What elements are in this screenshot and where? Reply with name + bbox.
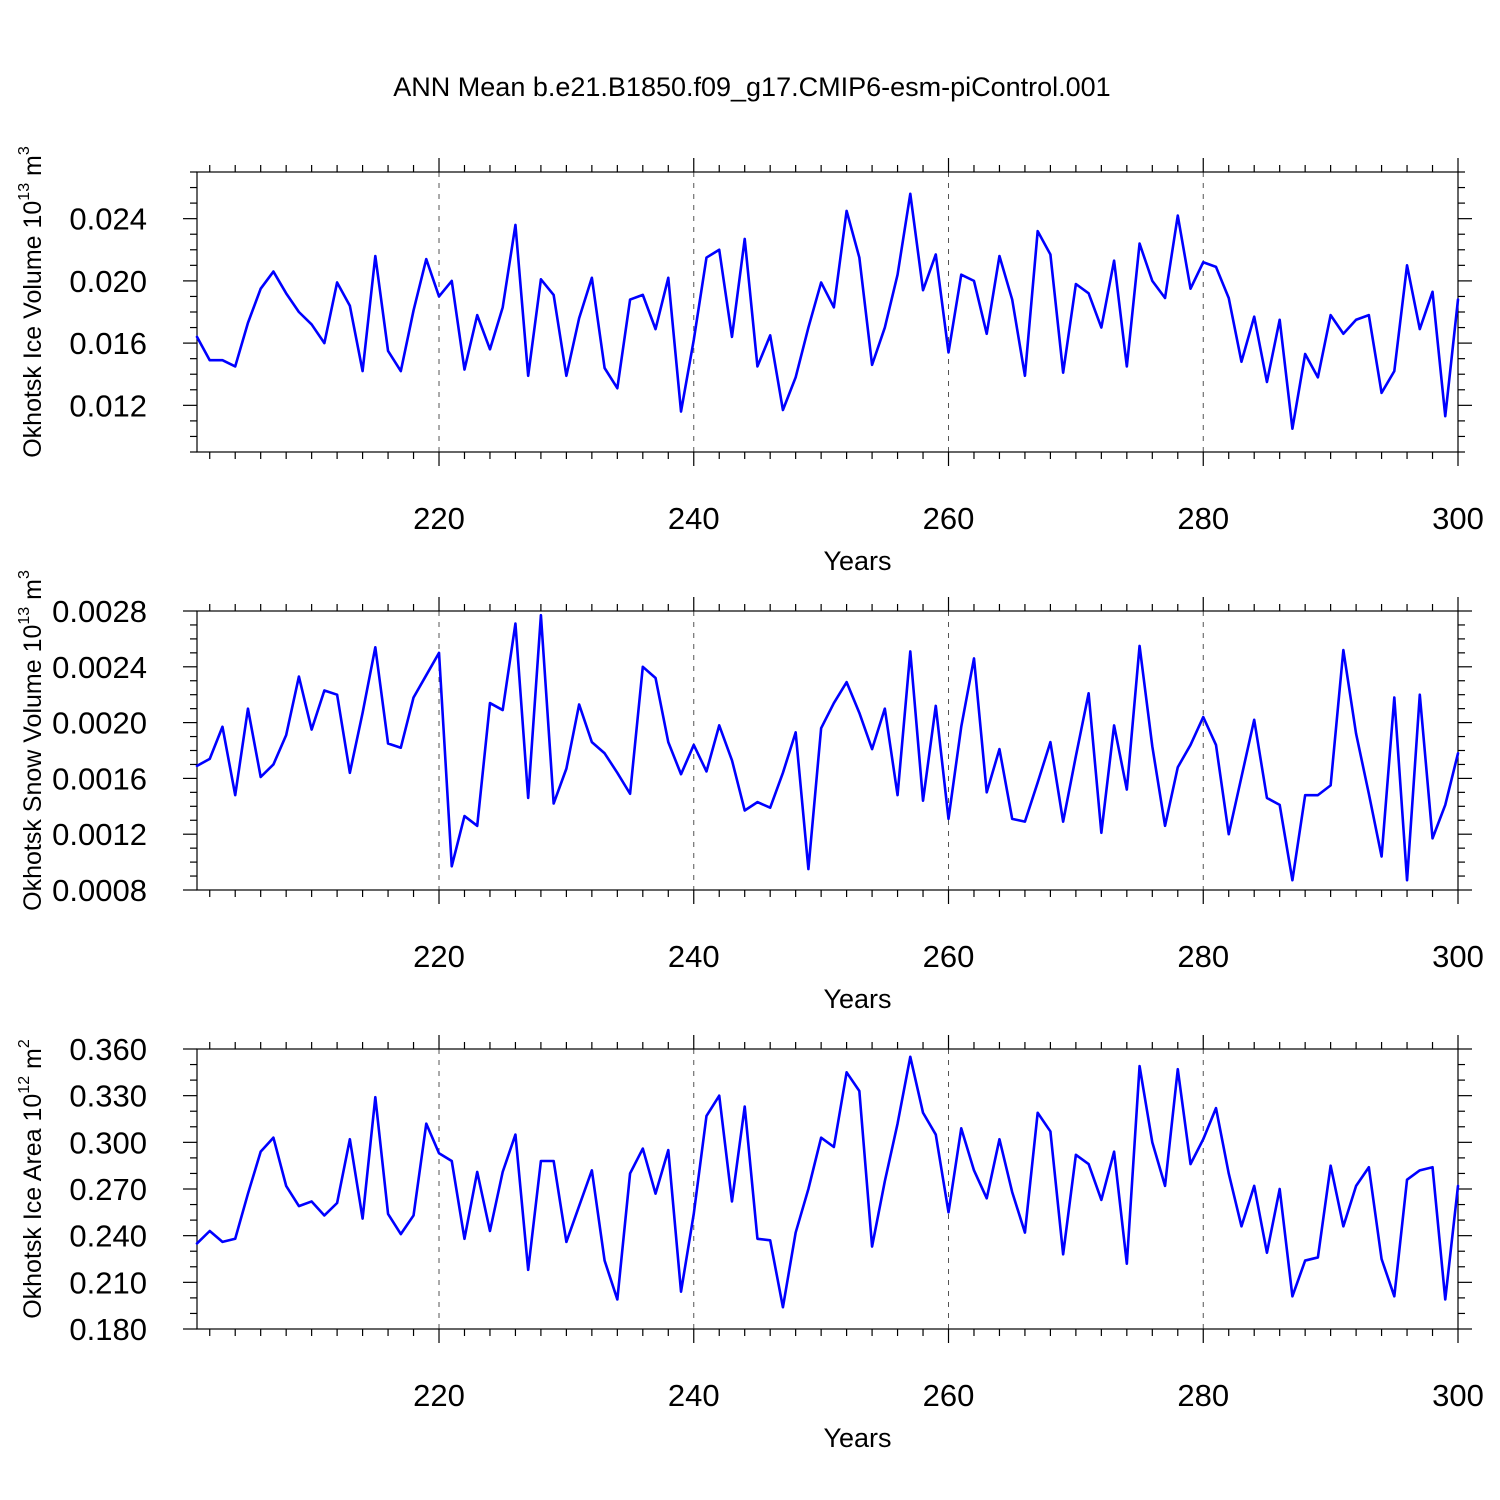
panel-okhotsk-snow-volume: 220 240 260 280 300 0.0008 0.0012 0.0016 0.0020 0… (16, 570, 1484, 1014)
y-axis-label-text: Okhotsk Ice Area 10 (19, 1094, 47, 1319)
y-tick-label: 0.0016 (52, 761, 147, 796)
x-tick-label: 280 (1177, 1378, 1229, 1413)
y-tick-label: 0.020 (69, 264, 147, 299)
plot-frame (196, 171, 1459, 453)
figure-title: ANN Mean b.e21.B1850.f09_g17.CMIP6-esm-p… (393, 72, 1110, 102)
x-tick-label: 300 (1432, 939, 1484, 974)
y-tick-label: 0.0012 (52, 817, 147, 852)
y-tick-label: 0.0008 (52, 873, 147, 908)
y-axis-label-unit: m (19, 579, 47, 607)
y-axis-label-unit-exponent: 3 (16, 570, 33, 579)
x-tick-label: 260 (923, 939, 975, 974)
y-tick-label: 0.0028 (52, 594, 147, 629)
y-tick-label: 0.0024 (52, 650, 147, 685)
y-axis-label-unit-exponent: 3 (16, 146, 33, 155)
panel-okhotsk-ice-area: 220 240 260 280 300 0.180 0.210 0.240 0.270 0.300… (16, 1032, 1484, 1453)
x-tick-label: 260 (923, 1378, 975, 1413)
x-tick-label: 240 (668, 939, 720, 974)
y-axis-label-text: Okhotsk Snow Volume 10 (19, 625, 47, 911)
panel-okhotsk-ice-volume: 220 240 260 280 300 0.012 0.016 0.020 0.024 Years… (16, 146, 1484, 576)
y-axis-label: Okhotsk Ice Area 1012 m2 (16, 1039, 47, 1319)
series-line (195, 192, 1460, 430)
y-axis-label-exponent: 12 (16, 1076, 33, 1094)
y-axis-label: Okhotsk Snow Volume 1013 m3 (16, 570, 47, 911)
y-axis-label: Okhotsk Ice Volume 1013 m3 (16, 146, 47, 458)
series-line (195, 1055, 1460, 1309)
y-tick-label: 0.180 (69, 1312, 147, 1347)
x-tick-label: 260 (923, 501, 975, 536)
x-tick-label: 300 (1432, 501, 1484, 536)
y-tick-label: 0.240 (69, 1219, 147, 1254)
y-axis-label-unit-exponent: 2 (16, 1039, 33, 1048)
x-tick-label: 220 (413, 1378, 465, 1413)
y-tick-label: 0.360 (69, 1032, 147, 1067)
x-tick-label: 300 (1432, 1378, 1484, 1413)
x-axis-label: Years (823, 1423, 891, 1453)
y-tick-label: 0.210 (69, 1265, 147, 1300)
y-axis-label-exponent: 13 (16, 183, 33, 201)
plot-frame (196, 610, 1459, 891)
y-tick-label: 0.012 (69, 388, 147, 423)
y-tick-label: 0.0020 (52, 706, 147, 741)
x-tick-label: 280 (1177, 501, 1229, 536)
x-tick-label: 240 (668, 501, 720, 536)
y-tick-label: 0.330 (69, 1079, 147, 1114)
series-line (195, 613, 1460, 882)
y-axis-label-unit: m (19, 155, 47, 183)
y-tick-label: 0.270 (69, 1172, 147, 1207)
x-tick-label: 220 (413, 501, 465, 536)
y-tick-label: 0.300 (69, 1125, 147, 1160)
y-tick-label: 0.016 (69, 326, 147, 361)
x-tick-label: 280 (1177, 939, 1229, 974)
panels: 220 240 260 280 300 0.012 0.016 0.020 0.024 Years… (16, 146, 1484, 1453)
y-axis-label-unit: m (19, 1048, 47, 1076)
y-axis-label-text: Okhotsk Ice Volume 10 (19, 201, 47, 458)
y-axis-label-exponent: 13 (16, 607, 33, 625)
y-tick-label: 0.024 (69, 202, 147, 237)
x-tick-label: 220 (413, 939, 465, 974)
x-axis-label: Years (823, 546, 891, 576)
x-tick-label: 240 (668, 1378, 720, 1413)
x-axis-label: Years (823, 984, 891, 1014)
